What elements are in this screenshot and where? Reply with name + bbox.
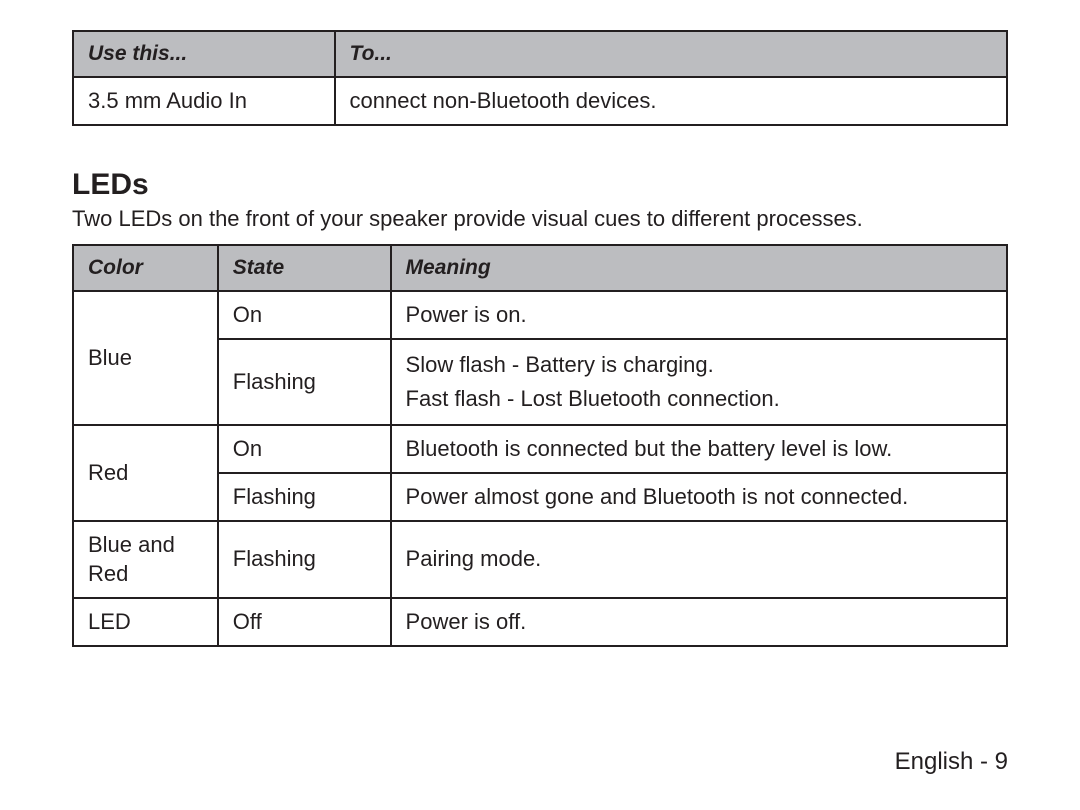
cell-meaning: Power is off. — [391, 598, 1007, 646]
col-header-state: State — [218, 245, 391, 291]
col-header-to: To... — [335, 31, 1007, 77]
cell-state: Flashing — [218, 521, 391, 598]
table-header-row: Use this... To... — [73, 31, 1007, 77]
table-header-row: Color State Meaning — [73, 245, 1007, 291]
use-this-table: Use this... To... 3.5 mm Audio In connec… — [72, 30, 1008, 126]
cell-color: Blue and Red — [73, 521, 218, 598]
col-header-color: Color — [73, 245, 218, 291]
col-header-meaning: Meaning — [391, 245, 1007, 291]
cell-use-this: 3.5 mm Audio In — [73, 77, 335, 125]
cell-state: On — [218, 291, 391, 339]
cell-state: On — [218, 425, 391, 473]
cell-state: Flashing — [218, 339, 391, 425]
cell-meaning: Bluetooth is connected but the battery l… — [391, 425, 1007, 473]
cell-to: connect non-Bluetooth devices. — [335, 77, 1007, 125]
section-intro: Two LEDs on the front of your speaker pr… — [72, 206, 1008, 232]
table-row: Blue and Red Flashing Pairing mode. — [73, 521, 1007, 598]
manual-page: Use this... To... 3.5 mm Audio In connec… — [0, 0, 1080, 810]
cell-state: Off — [218, 598, 391, 646]
leds-table: Color State Meaning Blue On Power is on.… — [72, 244, 1008, 647]
table-row: 3.5 mm Audio In connect non-Bluetooth de… — [73, 77, 1007, 125]
cell-meaning: Power almost gone and Bluetooth is not c… — [391, 473, 1007, 521]
cell-color: Blue — [73, 291, 218, 425]
cell-color: LED — [73, 598, 218, 646]
cell-meaning: Pairing mode. — [391, 521, 1007, 598]
table-row: LED Off Power is off. — [73, 598, 1007, 646]
table-row: Blue On Power is on. — [73, 291, 1007, 339]
cell-state: Flashing — [218, 473, 391, 521]
section-heading-leds: LEDs — [72, 168, 1008, 202]
leds-table-body: Blue On Power is on. Flashing Slow flash… — [73, 291, 1007, 645]
page-footer: English - 9 — [895, 748, 1008, 776]
col-header-use-this: Use this... — [73, 31, 335, 77]
cell-meaning: Power is on. — [391, 291, 1007, 339]
table-row: Red On Bluetooth is connected but the ba… — [73, 425, 1007, 473]
cell-color: Red — [73, 425, 218, 520]
cell-meaning: Slow flash - Battery is charging.Fast fl… — [391, 339, 1007, 425]
